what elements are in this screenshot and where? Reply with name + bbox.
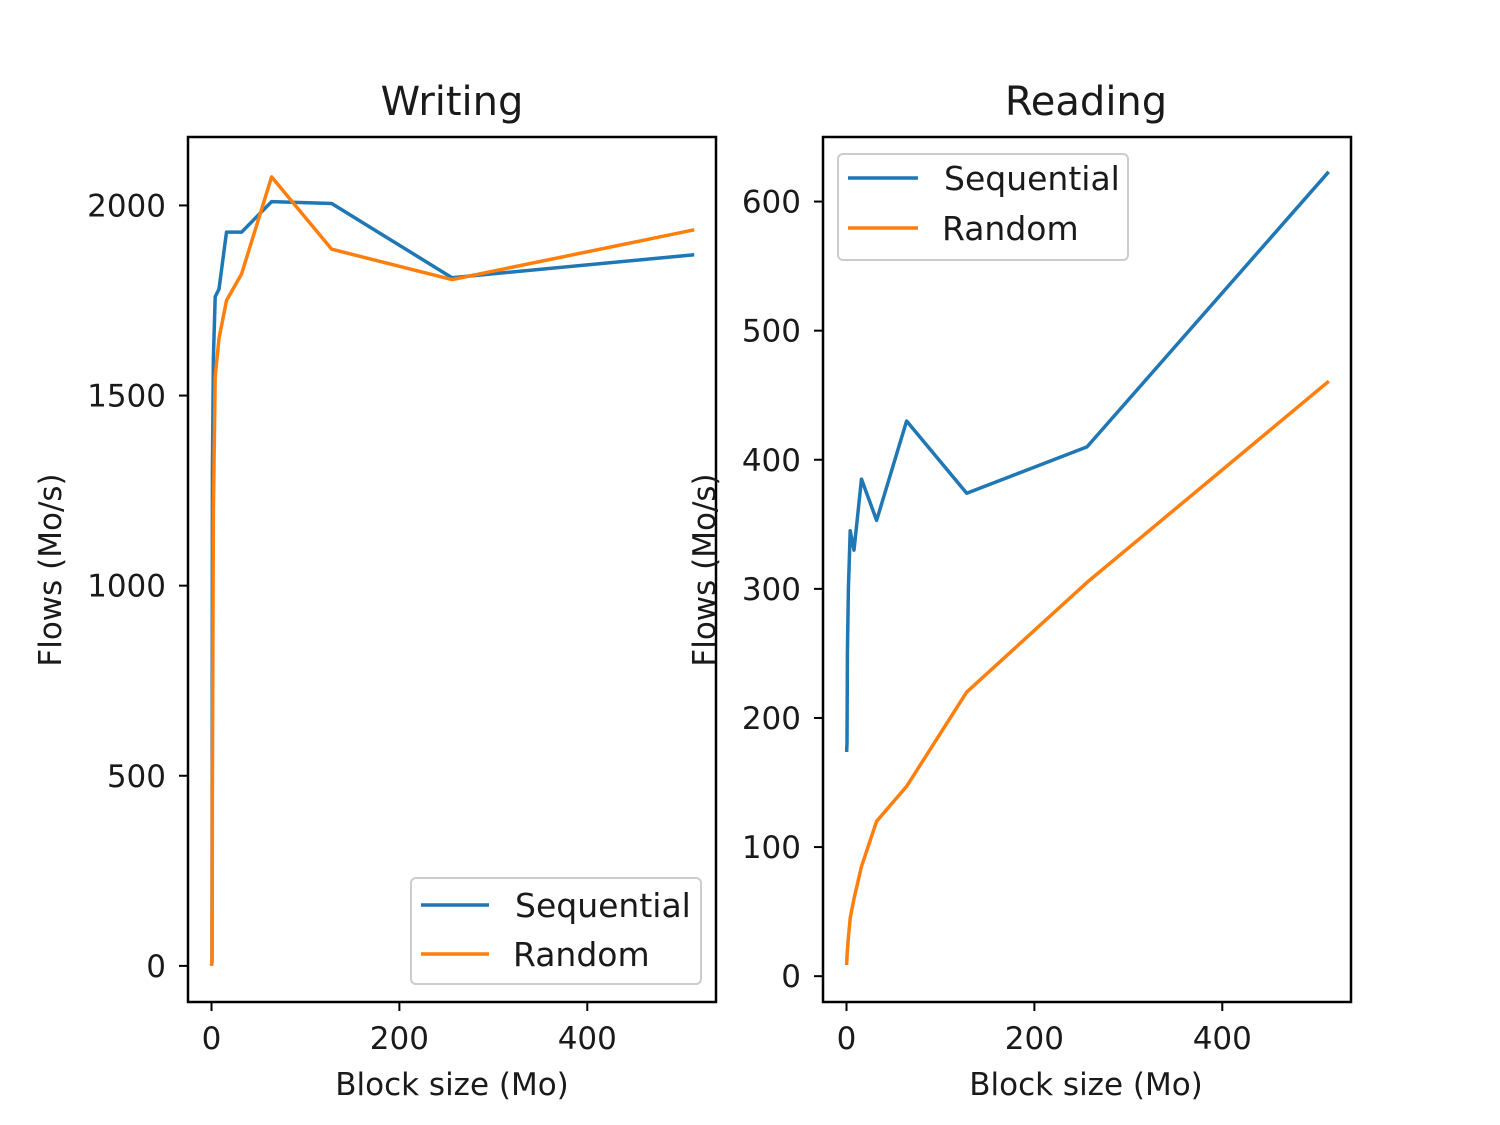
writing-legend: Sequential Random: [410, 877, 702, 985]
writing-xtick-label: 0: [202, 1021, 222, 1057]
writing-line-sequential: [209, 199, 695, 967]
reading-ytick-label: 300: [742, 572, 801, 608]
reading-ytick-label: 200: [742, 701, 801, 737]
reading-ytick-label: 100: [742, 830, 801, 866]
reading-line-random: [844, 379, 1330, 966]
reading-line-sequential: [844, 170, 1330, 753]
reading-xlabel: Block size (Mo): [969, 1067, 1203, 1103]
reading-ticks: 0 200 400 0 100 200 300 400 500 600: [742, 185, 1252, 1057]
reading-legend-label-random: Random: [942, 209, 1079, 248]
reading-ytick-label: 600: [742, 185, 801, 221]
writing-legend-label-sequential: Sequential: [515, 886, 691, 925]
writing-ytick-label: 1500: [87, 379, 166, 415]
reading-xtick-label: 400: [1193, 1021, 1252, 1057]
reading-lines: [844, 170, 1330, 966]
writing-legend-label-random: Random: [513, 935, 650, 974]
writing-xtick-label: 400: [558, 1021, 617, 1057]
writing-ytick-label: 500: [107, 759, 166, 795]
writing-ticks: 0 200 400 0 500 1000 1500 2000: [87, 188, 617, 1057]
writing-title: Writing: [381, 79, 524, 125]
reading-legend-label-sequential: Sequential: [944, 159, 1120, 198]
writing-ytick-label: 2000: [87, 188, 166, 224]
reading-ytick-label: 0: [781, 959, 801, 995]
reading-subplot: Reading 0 200 400 0 100 200 300 400 500 600 Block…: [687, 79, 1353, 1103]
writing-subplot: Writing 0 200 400 0 500 1000 1500 2000 Block si…: [33, 79, 718, 1103]
reading-legend-box: [837, 153, 1129, 261]
writing-xlabel: Block size (Mo): [335, 1067, 569, 1103]
writing-frame: [186, 135, 718, 1004]
reading-ytick-label: 400: [742, 443, 801, 479]
writing-xtick-label: 200: [370, 1021, 429, 1057]
reading-title: Reading: [1005, 79, 1167, 125]
reading-ylabel: Flows (Mo/s): [687, 473, 723, 666]
writing-ytick-label: 1000: [87, 569, 166, 605]
writing-ylabel: Flows (Mo/s): [33, 473, 69, 666]
reading-frame: [821, 135, 1353, 1004]
reading-legend: Sequential Random: [837, 153, 1129, 261]
writing-lines: [209, 175, 695, 967]
reading-xtick-label: 0: [837, 1021, 857, 1057]
reading-xtick-label: 200: [1005, 1021, 1064, 1057]
reading-ytick-label: 500: [742, 314, 801, 350]
writing-ytick-label: 0: [146, 949, 166, 985]
writing-line-random: [209, 175, 695, 967]
